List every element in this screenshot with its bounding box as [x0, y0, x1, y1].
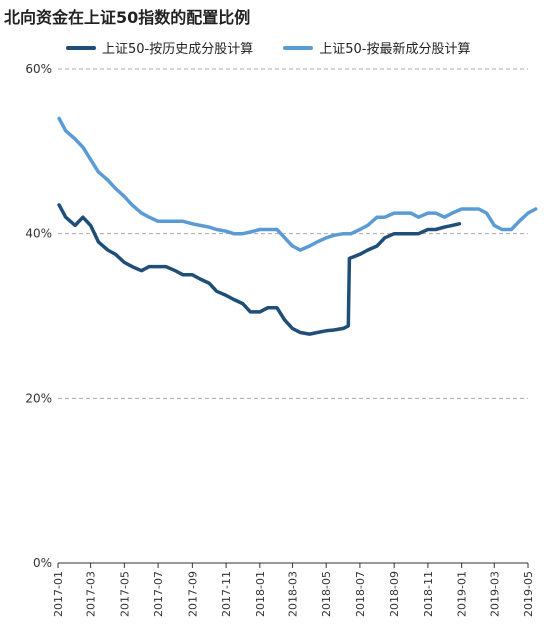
chart-title: 北向资金在上证50指数的配置比例 [4, 8, 251, 27]
legend-swatch-historical [66, 45, 96, 50]
x-tick-label: 2018-07 [354, 571, 367, 617]
x-tick-label: 2019-03 [488, 571, 501, 617]
legend-item-historical: 上证50-按历史成分股计算 [66, 38, 253, 57]
x-tick-label: 2018-05 [320, 571, 333, 617]
x-tick-label: 2017-09 [186, 571, 199, 617]
x-tick-label: 2018-01 [254, 571, 267, 617]
x-tick-label: 2018-03 [286, 571, 299, 617]
x-tick-label: 2017-11 [220, 571, 233, 617]
legend-label-historical: 上证50-按历史成分股计算 [102, 42, 254, 57]
x-tick-label: 2019-05 [522, 571, 535, 617]
x-tick-label: 2019-01 [456, 571, 469, 617]
y-tick-label: 60% [25, 62, 52, 76]
x-tick-label: 2018-09 [388, 571, 401, 617]
series-line-1 [57, 116, 538, 252]
chart-legend: 上证50-按历史成分股计算 上证50-按最新成分股计算 [66, 38, 470, 57]
x-tick-label: 2017-07 [152, 571, 165, 617]
series-line-0 [57, 203, 462, 336]
y-tick-label: 20% [25, 391, 52, 405]
y-tick-label: 0% [33, 556, 52, 570]
legend-item-latest: 上证50-按最新成分股计算 [283, 38, 470, 57]
x-tick-label: 2017-05 [118, 571, 131, 617]
legend-swatch-latest [283, 45, 314, 50]
x-tick-label: 2017-03 [85, 571, 98, 617]
x-tick-label: 2017-01 [52, 571, 65, 617]
legend-label-latest: 上证50-按最新成分股计算 [319, 42, 471, 57]
x-tick-label: 2018-11 [422, 571, 435, 617]
y-tick-label: 40% [25, 227, 52, 241]
